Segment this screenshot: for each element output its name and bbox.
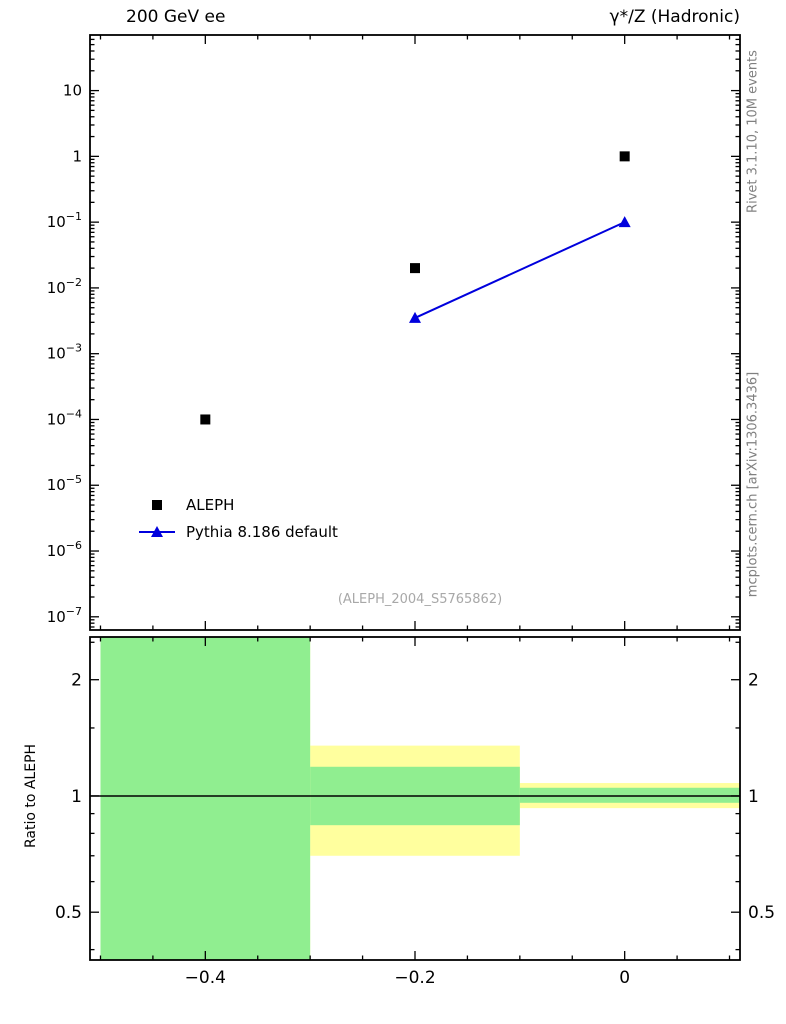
svg-text:2: 2 [748, 671, 759, 691]
analysis-watermark: (ALEPH_2004_S5765862) [337, 592, 503, 607]
plot-title-left: 200 GeV ee [126, 7, 226, 27]
plot-title-right: γ*/Z (Hadronic) [609, 7, 740, 27]
mcplots-arxiv-label: mcplots.cern.ch [arXiv:1306.3436] [745, 371, 761, 598]
svg-text:Pythia 8.186 default: Pythia 8.186 default [186, 523, 338, 541]
svg-text:10−1: 10−1 [47, 210, 82, 231]
svg-text:10−4: 10−4 [47, 407, 82, 428]
svg-text:2: 2 [71, 671, 82, 691]
svg-text:10: 10 [63, 82, 82, 100]
svg-text:10−3: 10−3 [47, 342, 82, 363]
svg-text:1: 1 [748, 787, 759, 807]
svg-text:0.5: 0.5 [748, 903, 775, 923]
svg-text:ALEPH: ALEPH [186, 496, 234, 514]
svg-text:0.5: 0.5 [55, 903, 82, 923]
svg-text:10−7: 10−7 [47, 605, 82, 626]
rivet-version-label: Rivet 3.1.10, 10M events [745, 50, 761, 213]
svg-text:10−2: 10−2 [47, 276, 82, 297]
ratio-axis-label: Ratio to ALEPH [23, 743, 39, 849]
svg-text:10−5: 10−5 [47, 473, 82, 494]
svg-text:−0.2: −0.2 [394, 968, 435, 988]
svg-text:1: 1 [71, 787, 82, 807]
svg-text:0: 0 [619, 968, 630, 988]
svg-text:1: 1 [72, 147, 82, 165]
svg-text:−0.4: −0.4 [185, 968, 226, 988]
svg-text:10−6: 10−6 [47, 539, 82, 560]
